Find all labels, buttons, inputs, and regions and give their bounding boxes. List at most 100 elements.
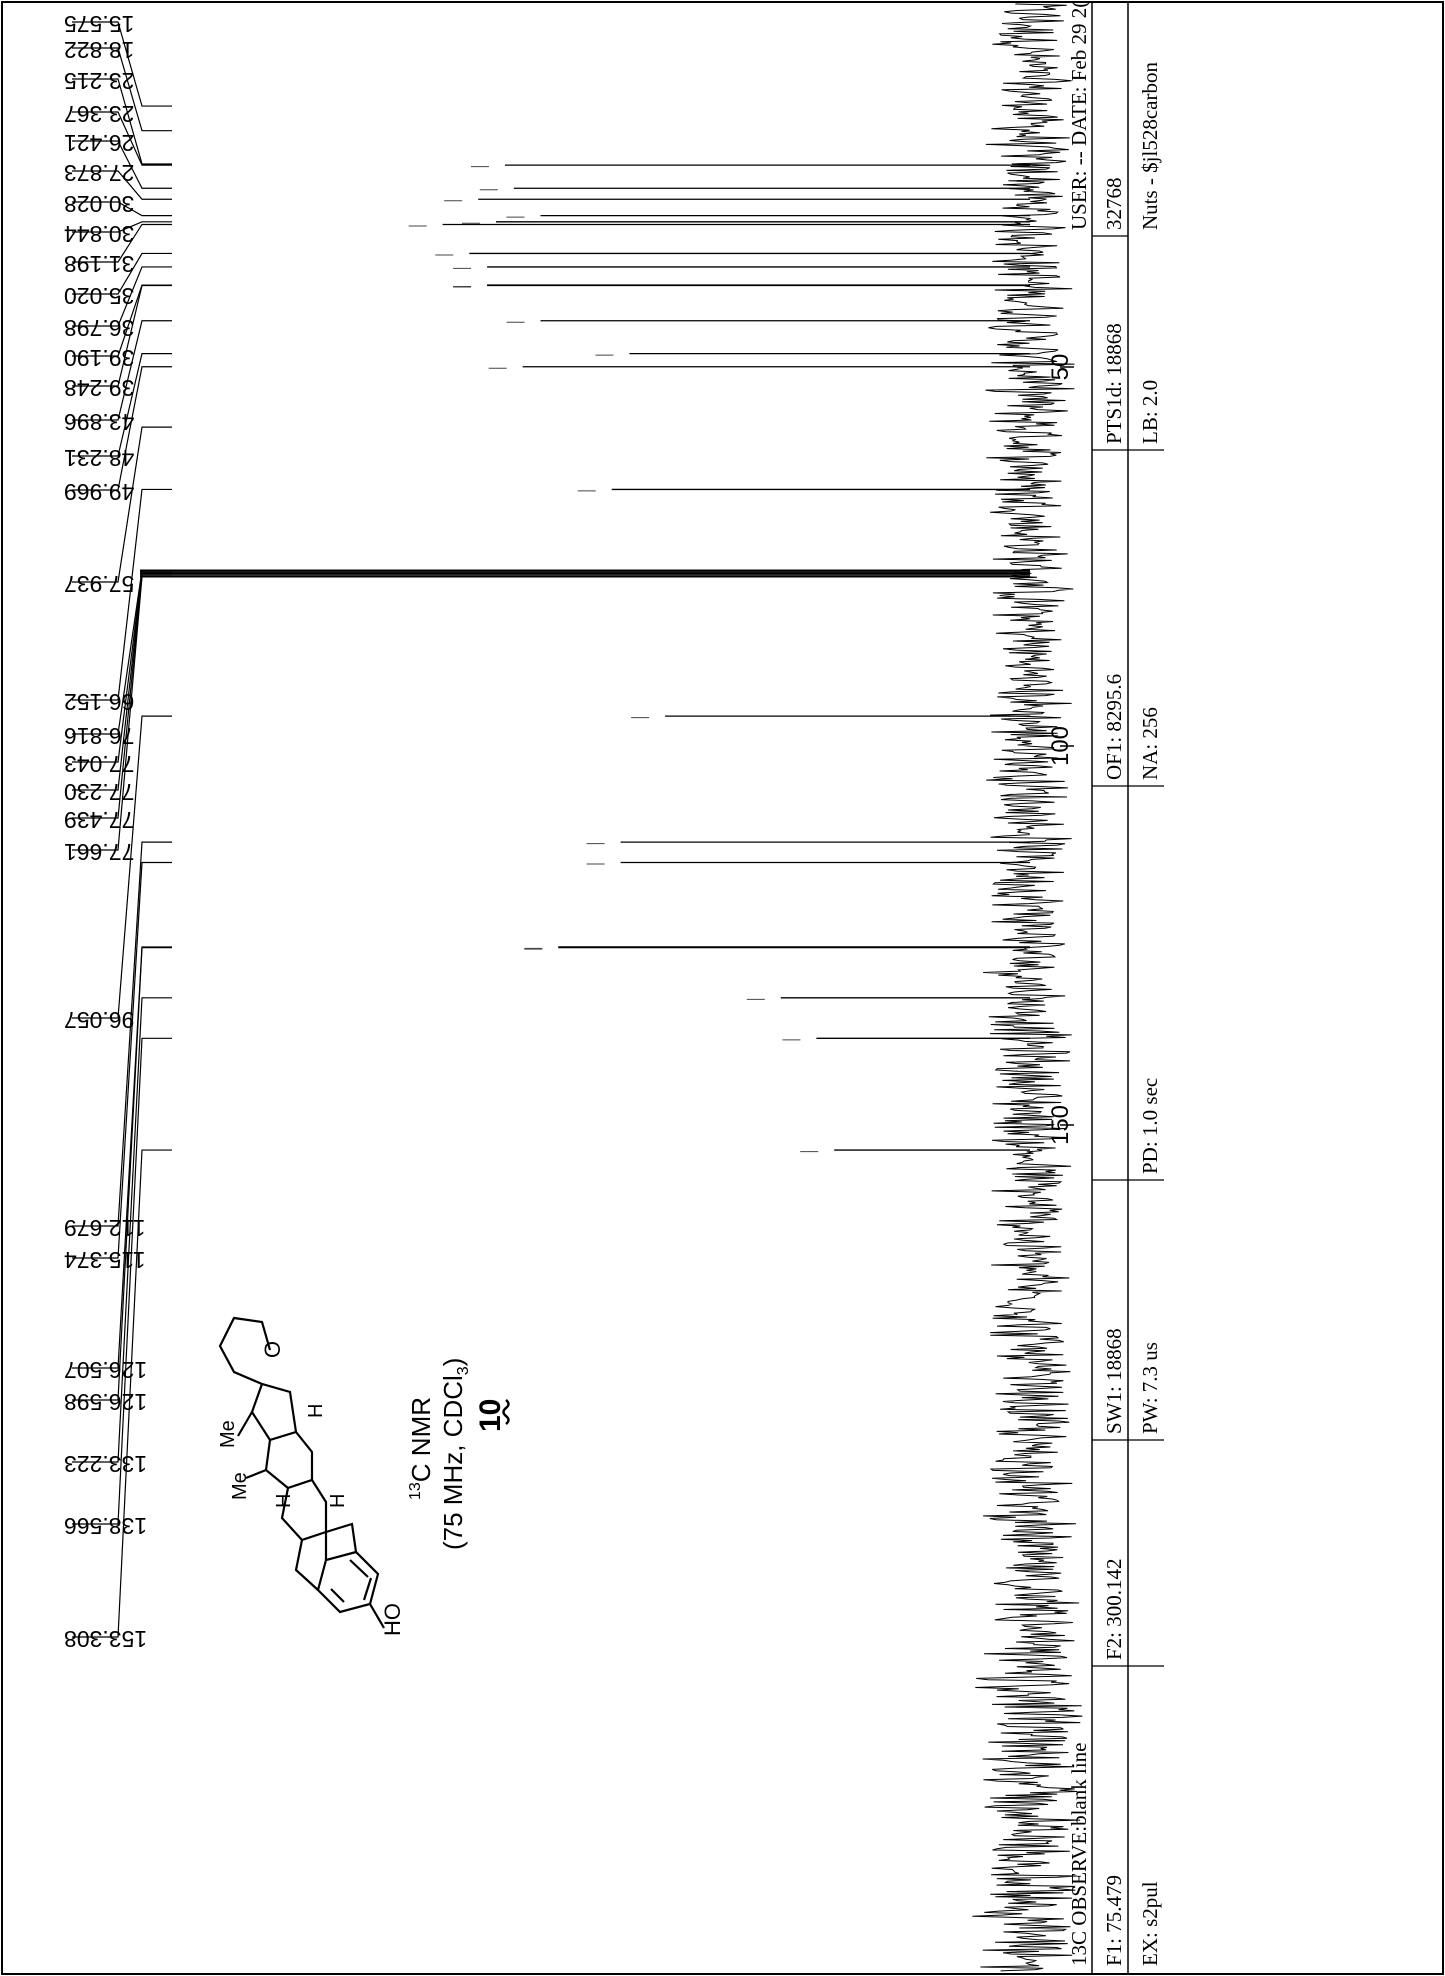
leader-23.215 (72, 78, 172, 165)
leader-31.198 (72, 223, 172, 263)
peak-label-112.679: 112.679 (64, 1215, 145, 1241)
ho-bond (369, 1603, 385, 1629)
baseline-noise (972, 3, 1083, 1972)
peak-label-77.661: 77.661 (64, 839, 134, 865)
peak-label-153.308: 153.308 (64, 1626, 147, 1652)
nmr-element: C (406, 1463, 436, 1482)
peak-label-115.374: 115.374 (64, 1247, 146, 1273)
peak-label-57.937: 57.937 (64, 571, 134, 597)
tick-label-100: 100 (1047, 726, 1074, 766)
peak-label-126.598: 126.598 (64, 1389, 147, 1415)
nmr-isotope: 13 (407, 1482, 424, 1500)
compound-underline-squiggle (502, 1399, 510, 1425)
compound-number: 10 (474, 1399, 507, 1432)
peak-label-48.231: 48.231 (64, 445, 134, 471)
leader-77.043 (72, 571, 172, 763)
observe-title: 13C OBSERVE:blank line (1067, 1743, 1091, 1966)
me-label-2: Me (217, 1420, 239, 1448)
molecule-structure (218, 1316, 385, 1629)
peak-label-30.844: 30.844 (64, 221, 135, 247)
peak-label-77.043: 77.043 (64, 751, 134, 777)
peak-label-76.816: 76.816 (64, 723, 134, 749)
leader-49.969 (72, 366, 172, 491)
noise-trace (972, 3, 1083, 1972)
peak-label-15.575: 15.575 (64, 11, 134, 37)
h-label-1: H (273, 1494, 295, 1508)
nmr-conditions-suffix: ) (438, 1358, 468, 1367)
param-pts: PTS1d: 18868 (1102, 323, 1126, 444)
leader-77.661 (72, 576, 172, 851)
leader-153.308 (72, 1149, 172, 1638)
nmr-title-text: NMR (406, 1397, 436, 1456)
leader-48.231 (72, 352, 172, 457)
peaks-layer (140, 164, 1030, 1153)
user-date: USER: -- DATE: Feb 29 2( (1067, 1, 1091, 230)
param-ex: EX: s2pul (1138, 1881, 1162, 1966)
aromatic-bond-1 (330, 1588, 345, 1603)
leader-96.057 (72, 715, 172, 1019)
axis-ticks: 50 100 150 (1047, 354, 1074, 1145)
peak-label-27.873: 27.873 (64, 160, 134, 186)
aromatic-bond-3 (362, 1577, 373, 1601)
leader-76.816 (72, 569, 172, 735)
peak-label-18.822: 18.822 (64, 37, 134, 63)
peak-label-23.367: 23.367 (64, 101, 134, 127)
ring-b-upper (325, 1522, 358, 1553)
methyl-bond-2 (237, 1411, 253, 1437)
acquisition-parameters-panel: 13C OBSERVE:blank line USER: -- DATE: Fe… (1067, 1, 1164, 1974)
leader-77.439 (72, 574, 172, 819)
tick-label-50: 50 (1047, 354, 1074, 381)
peak-label-30.028: 30.028 (64, 191, 134, 217)
methyl-bond-1 (245, 1468, 267, 1480)
param-f2: F2: 300.142 (1102, 1558, 1126, 1660)
param-of1: OF1: 8295.6 (1102, 674, 1126, 780)
peak-label-133.223: 133.223 (64, 1451, 147, 1477)
h-label-2: H (327, 1494, 349, 1508)
nmr-conditions: (75 MHz, CDCl3) (438, 1358, 472, 1550)
peak-label-77.230: 77.230 (64, 779, 134, 805)
param-lb: LB: 2.0 (1138, 380, 1162, 444)
leader-43.896 (72, 320, 172, 421)
leader-57.937 (72, 426, 172, 583)
leader-26.421 (72, 140, 172, 189)
leader-133.223 (72, 997, 172, 1463)
peak-label-39.248: 39.248 (64, 375, 134, 401)
leader-36.798 (72, 266, 172, 327)
leader-27.873 (72, 170, 172, 200)
thf-ring (218, 1316, 272, 1386)
peak-label-35.020: 35.020 (64, 283, 134, 309)
peak-label-77.439: 77.439 (64, 807, 134, 833)
peak-label-126.507: 126.507 (64, 1357, 147, 1383)
peak-label-26.421: 26.421 (64, 130, 134, 156)
tick-label-150: 150 (1047, 1105, 1074, 1145)
oxygen-label: O (260, 1341, 285, 1358)
leader-15.575 (72, 21, 172, 107)
peak-label-39.190: 39.190 (64, 345, 134, 371)
peak-label-66.152: 66.152 (64, 689, 134, 715)
leader-115.374 (72, 861, 172, 1259)
structure-labels: HO Me Me O H H H 13C NMR (75 MHz, CDCl3)… (217, 1341, 510, 1636)
param-na: NA: 256 (1138, 707, 1162, 780)
nmr-conditions-prefix: (75 MHz, CDCl (438, 1375, 468, 1550)
param-pts-val: 32768 (1102, 178, 1126, 231)
peak-label-96.057: 96.057 (64, 1007, 134, 1033)
leader-39.248 (72, 284, 172, 387)
leader-66.152 (72, 488, 172, 701)
me-label-1: Me (229, 1472, 251, 1500)
leader-30.028 (72, 201, 172, 217)
leader-35.020 (72, 252, 172, 295)
ring-d (264, 1430, 314, 1489)
leader-77.230 (72, 572, 172, 791)
leader-126.507 (72, 946, 172, 1369)
ring-b (294, 1530, 328, 1591)
leader-30.844 (72, 221, 172, 233)
nmr-title: 13C NMR (406, 1397, 436, 1500)
aromatic-bond-2 (349, 1559, 369, 1578)
peak-label-138.566: 138.566 (64, 1513, 147, 1539)
leader-23.367 (72, 111, 172, 166)
param-sw1: SW1: 18868 (1102, 1328, 1126, 1434)
ring-c (280, 1478, 328, 1541)
